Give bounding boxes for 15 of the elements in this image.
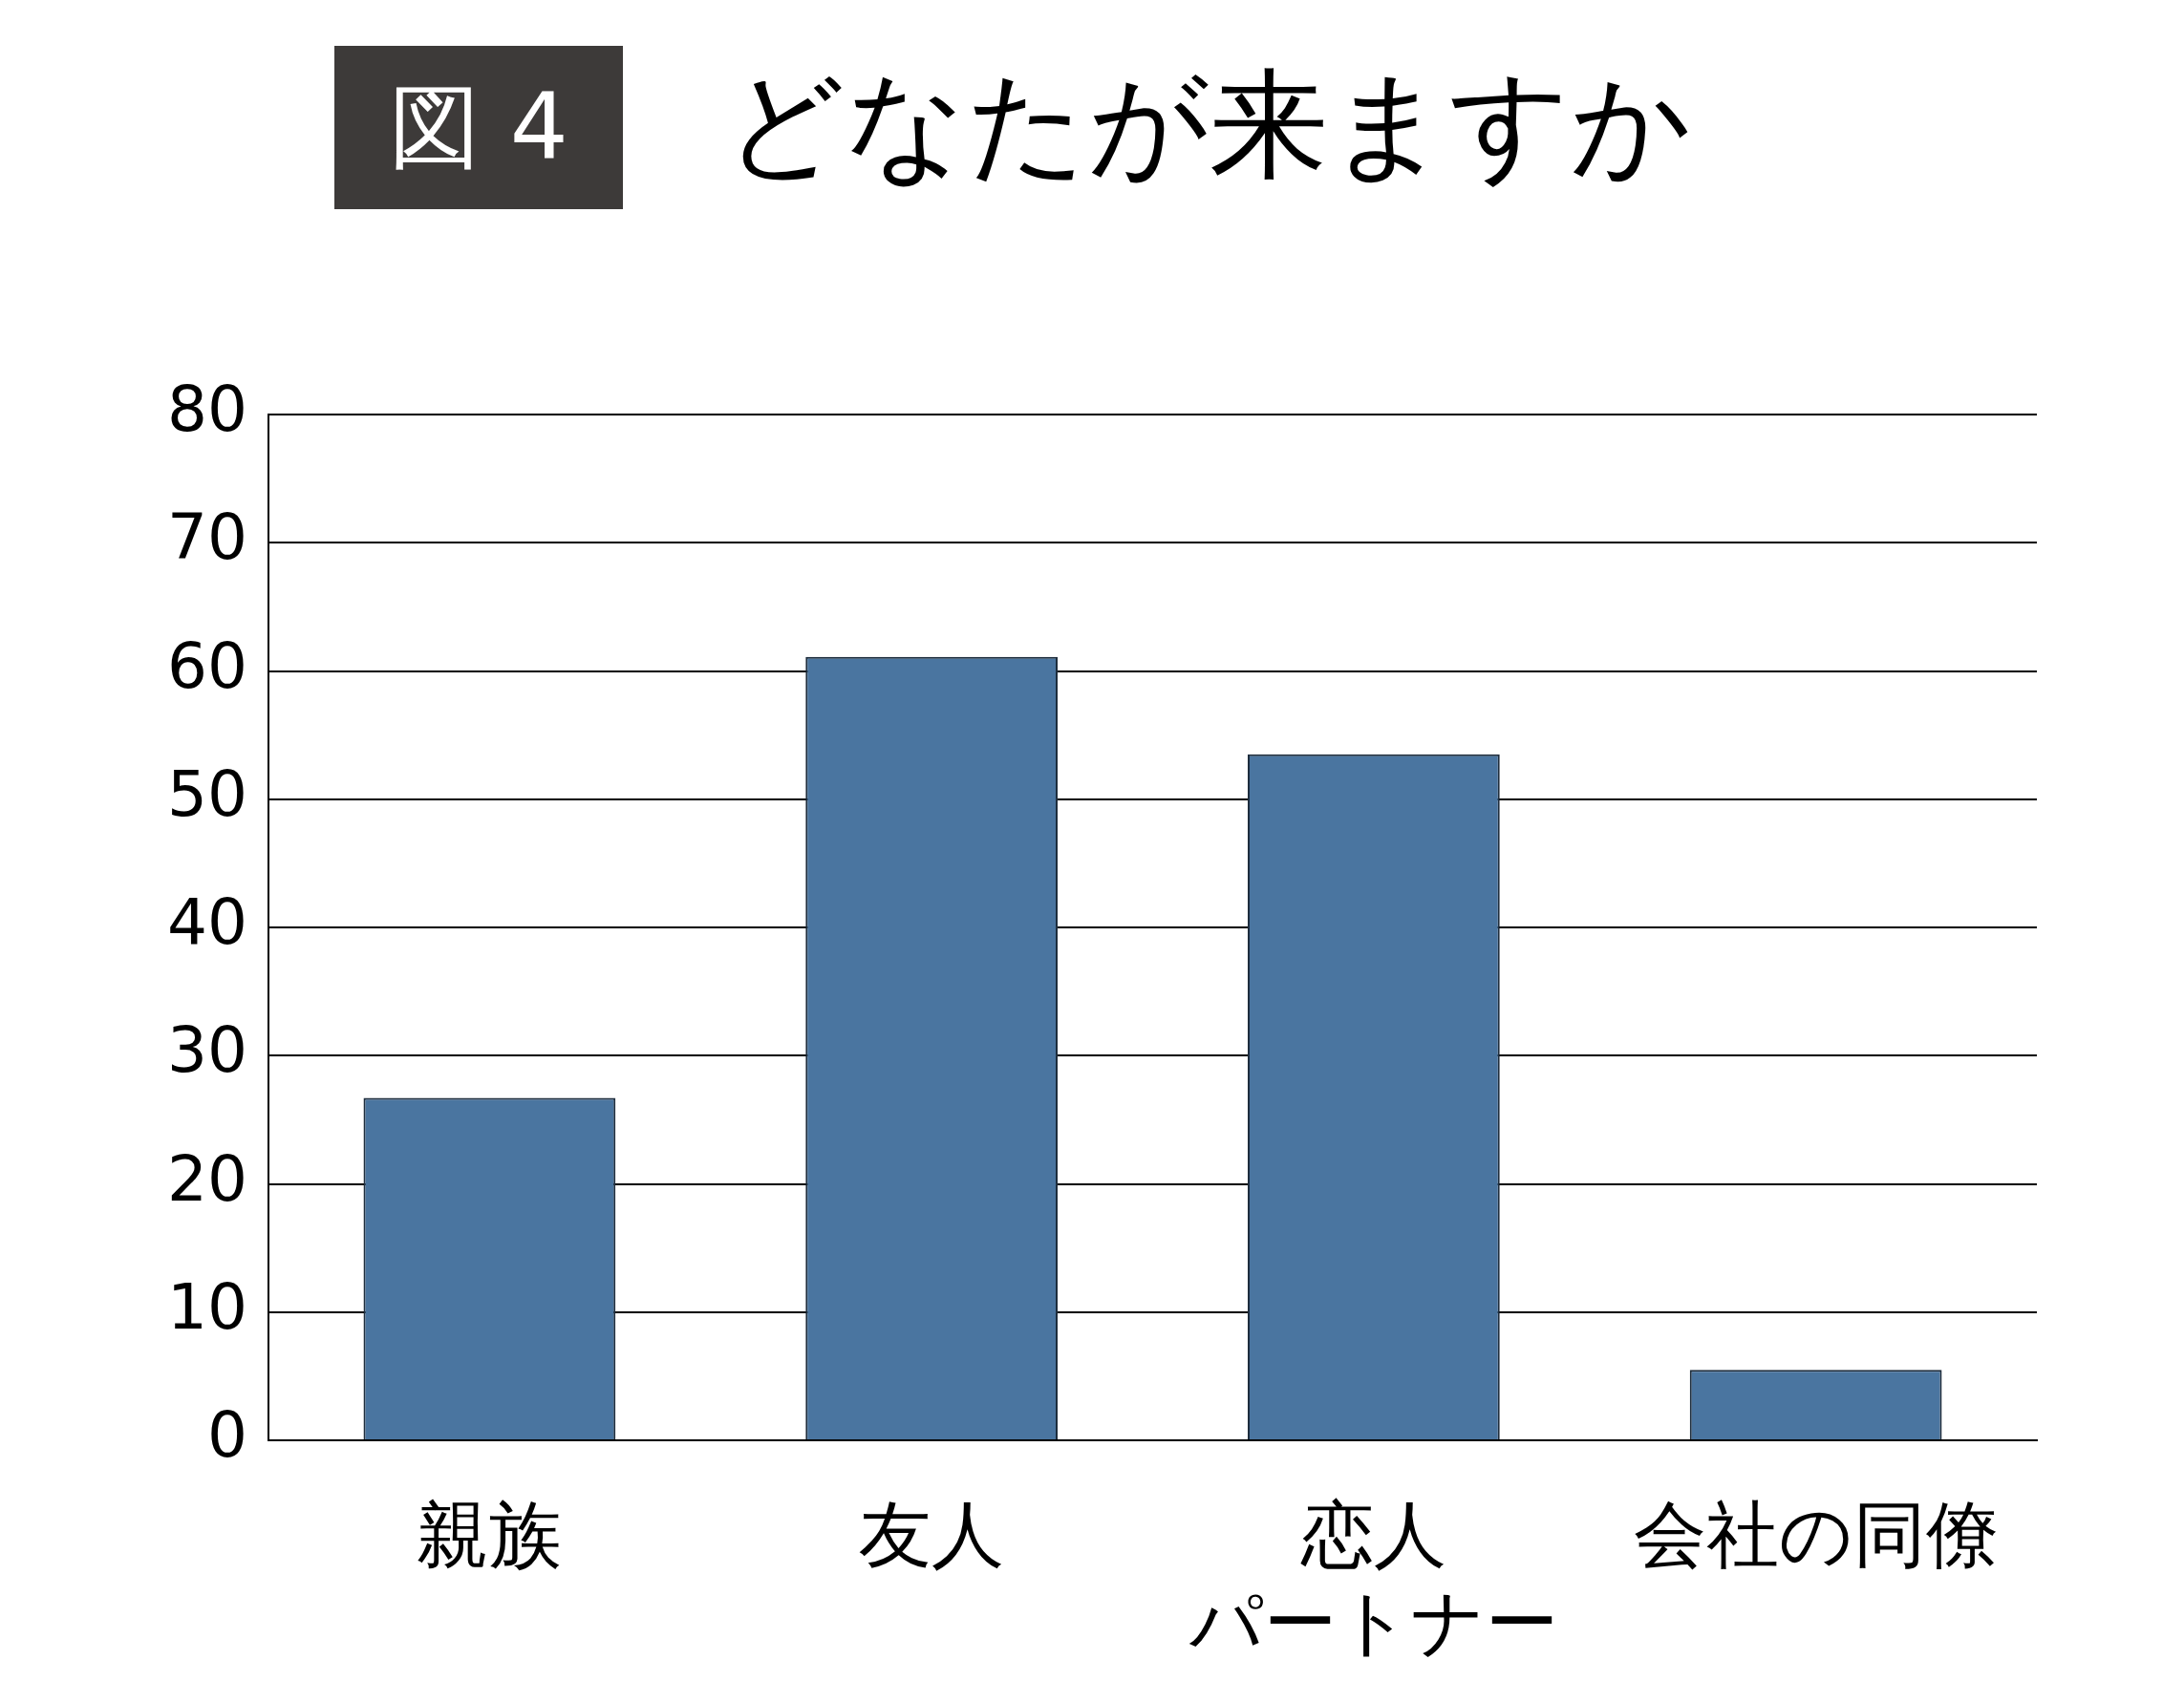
- y-tick-label: 60: [167, 628, 247, 703]
- x-tick-label: 親族: [417, 1492, 563, 1578]
- x-tick-label: 恋人パートナー: [1188, 1492, 1558, 1665]
- x-tick-label: 友人: [859, 1492, 1005, 1578]
- chart-title: どなたが来ますか: [724, 54, 1692, 195]
- y-tick-label: 50: [167, 756, 247, 831]
- y-tick-label: 20: [167, 1141, 247, 1216]
- y-tick-label: 0: [207, 1398, 247, 1473]
- x-tick-label: 会社の同僚: [1633, 1492, 1999, 1578]
- y-tick-label: 10: [167, 1269, 247, 1344]
- y-tick-label: 70: [167, 500, 247, 575]
- y-tick-label: 40: [167, 885, 247, 960]
- y-tick-label: 30: [167, 1013, 247, 1088]
- y-tick-label: 80: [167, 372, 247, 447]
- caption: 図 4: [334, 46, 623, 209]
